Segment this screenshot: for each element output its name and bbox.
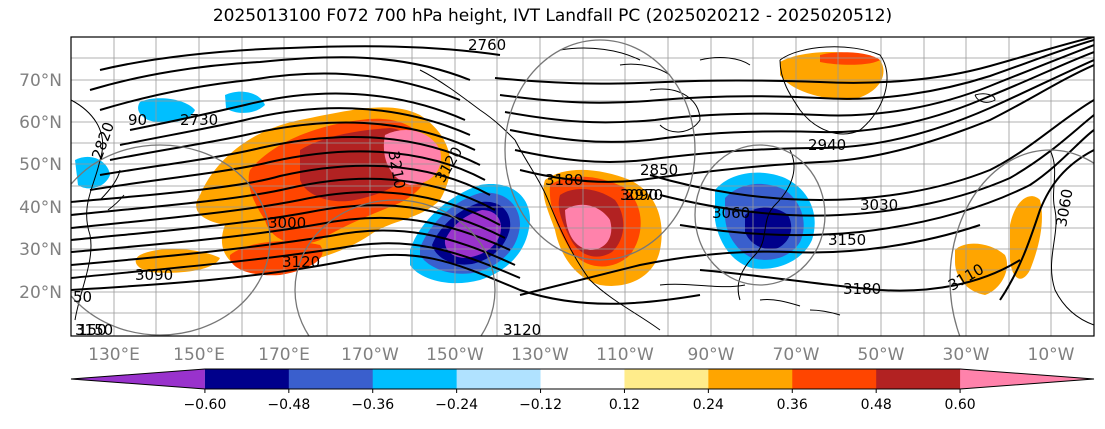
colorbar-segment bbox=[71, 369, 205, 389]
greenland-core-region bbox=[820, 52, 880, 65]
contour-label: 3000 bbox=[268, 214, 306, 232]
western-us-peak-region bbox=[565, 204, 612, 250]
longitude-axis: 130°E 150°E 170°E 170°W 150°W 130°W 110°… bbox=[88, 345, 1075, 365]
lon-label: 150°E bbox=[173, 345, 225, 365]
lon-label: 130°W bbox=[511, 345, 569, 365]
lat-label: 20°N bbox=[19, 283, 62, 303]
lon-label: 10°W bbox=[1028, 345, 1075, 365]
colorbar-tick-label: 0.12 bbox=[609, 397, 640, 413]
contour-label: 3180 bbox=[843, 280, 881, 298]
latitude-axis: 70°N 60°N 50°N 40°N 30°N 20°N bbox=[19, 71, 62, 303]
colorbar-tick-label: −0.36 bbox=[351, 397, 394, 413]
contour-label: 2940 bbox=[808, 136, 846, 154]
colorbar-tick-label: 0.48 bbox=[861, 397, 892, 413]
contour-label: 3150 bbox=[828, 231, 866, 249]
contour-label: 3120 bbox=[282, 253, 320, 271]
contour-label: 3060 bbox=[712, 204, 750, 222]
colorbar: −0.60 −0.48 −0.36 −0.24 −0.12 0.12 0.24 0.36 0.4… bbox=[70, 368, 1095, 413]
arctic-islands bbox=[559, 47, 751, 76]
gulf-coast bbox=[659, 283, 746, 288]
contour-label: 150 bbox=[78, 321, 107, 339]
colorbar-segment bbox=[456, 369, 542, 389]
siberia-negative-region bbox=[138, 98, 195, 123]
lon-label: 30°W bbox=[943, 345, 990, 365]
europe-africa-coast bbox=[1049, 149, 1094, 326]
contour-label: 3090 bbox=[620, 186, 658, 204]
contour-label: 3120 bbox=[503, 321, 541, 339]
colorbar-tick-label: 0.60 bbox=[945, 397, 976, 413]
lon-label: 130°E bbox=[88, 345, 140, 365]
lon-label: 170°W bbox=[341, 345, 399, 365]
north-america-east-coast bbox=[737, 149, 795, 301]
contour-label: 50 bbox=[73, 288, 92, 306]
colorbar-tick-label: −0.12 bbox=[519, 397, 562, 413]
contour-label: 3150 bbox=[75, 321, 113, 339]
colorbar-segment bbox=[960, 369, 1094, 389]
lon-label: 170°E bbox=[258, 345, 310, 365]
colorbar-segment bbox=[540, 369, 625, 389]
lat-label: 70°N bbox=[19, 71, 62, 91]
lon-label: 110°W bbox=[596, 345, 654, 365]
contour-label: 2850 bbox=[640, 161, 678, 179]
map-title: 2025013100 F072 700 hPa height, IVT Land… bbox=[212, 6, 893, 26]
colorbar-segment bbox=[288, 369, 374, 389]
contour-label: 3090 bbox=[135, 266, 173, 284]
lat-label: 40°N bbox=[19, 198, 62, 218]
japan-negative-region bbox=[75, 156, 110, 189]
colorbar-segment bbox=[204, 369, 290, 389]
lon-label: 50°W bbox=[858, 345, 905, 365]
lat-label: 50°N bbox=[19, 155, 62, 175]
lon-label: 70°W bbox=[773, 345, 820, 365]
hudson-bay-coast bbox=[649, 88, 701, 133]
colorbar-segment bbox=[876, 369, 961, 389]
caribbean-islands bbox=[759, 299, 841, 316]
lat-label: 30°N bbox=[19, 240, 62, 260]
colorbar-segment bbox=[792, 369, 877, 389]
colorbar-segment bbox=[372, 369, 458, 389]
reference-circles bbox=[71, 39, 1094, 336]
lon-label: 150°W bbox=[426, 345, 484, 365]
alaska-coast bbox=[419, 69, 516, 141]
colorbar-segment bbox=[708, 369, 793, 389]
contour-label: 2760 bbox=[468, 36, 506, 54]
greenland-coast bbox=[779, 46, 888, 135]
map-frame bbox=[70, 36, 1095, 337]
atlantic-strip-positive-region bbox=[1010, 196, 1042, 279]
contour-label: 90 bbox=[128, 111, 147, 129]
pacific-west-region bbox=[229, 241, 323, 276]
colorbar-tick-label: −0.24 bbox=[435, 397, 478, 413]
contour-label: 3030 bbox=[860, 196, 898, 214]
lon-label: 90°W bbox=[688, 345, 735, 365]
contour-label: 3180 bbox=[545, 171, 583, 189]
colorbar-tick-label: −0.48 bbox=[267, 397, 310, 413]
contour-label: 2730 bbox=[180, 111, 218, 129]
height-contours bbox=[71, 37, 1094, 305]
colorbar-tick-label: 0.24 bbox=[693, 397, 724, 413]
colorbar-segment bbox=[624, 369, 709, 389]
lat-label: 60°N bbox=[19, 113, 62, 133]
colorbar-tick-label: −0.60 bbox=[183, 397, 226, 413]
contour-label: 2970 bbox=[625, 186, 663, 204]
colorbar-tick-label: 0.36 bbox=[777, 397, 808, 413]
map-plot-area: 2820 2730 2760 3000 3120 3090 3120 3120 … bbox=[71, 36, 1094, 339]
